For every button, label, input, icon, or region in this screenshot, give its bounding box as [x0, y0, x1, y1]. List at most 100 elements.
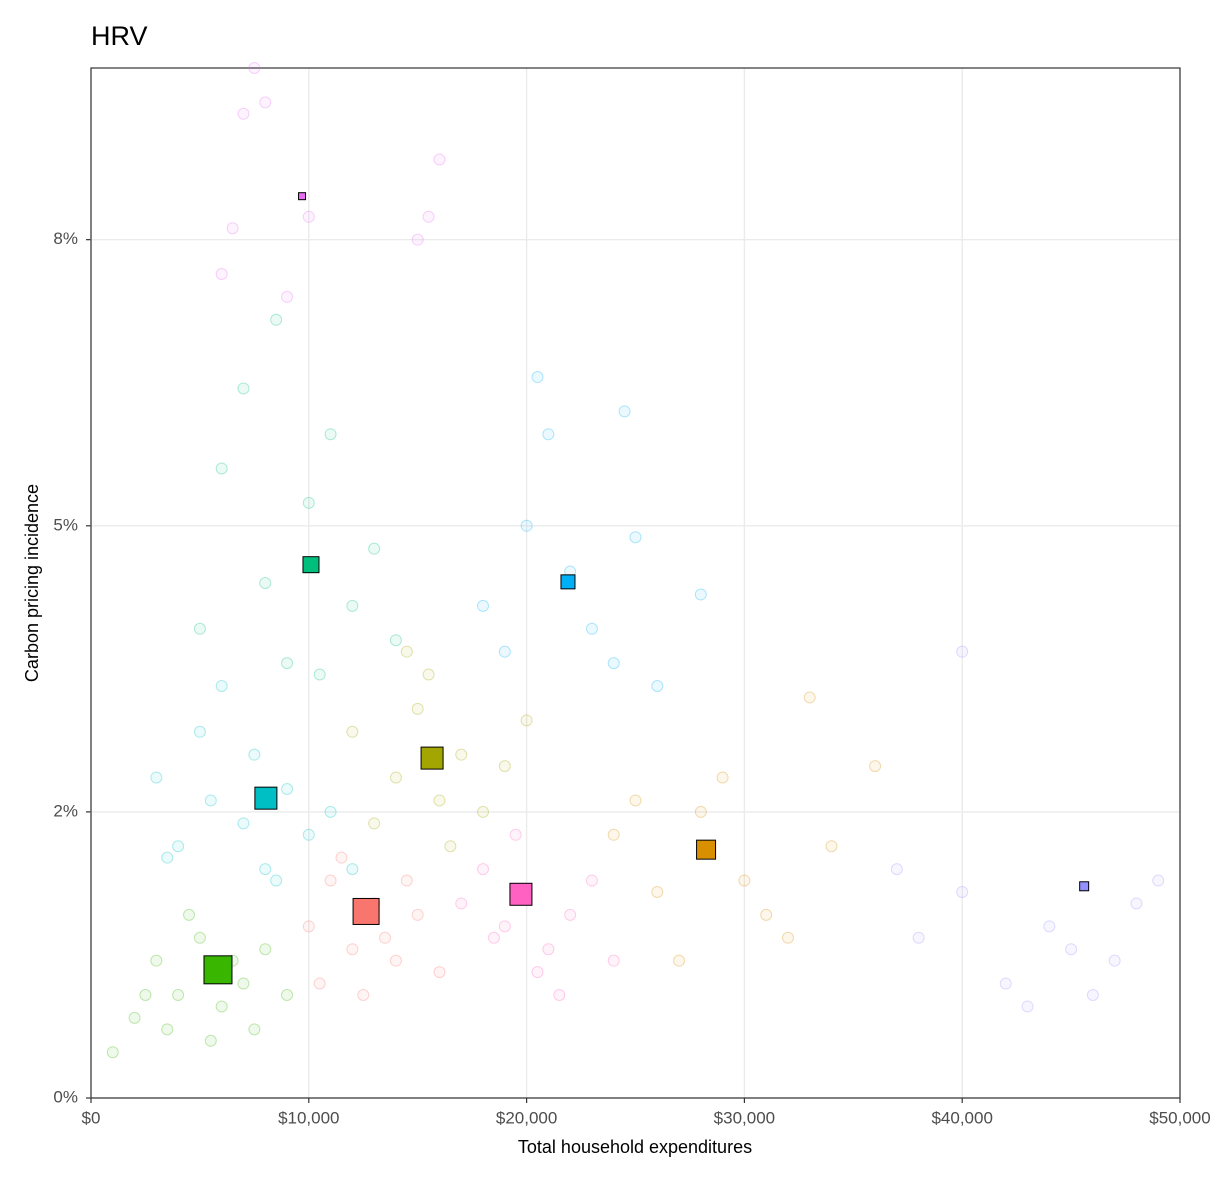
point: [629, 531, 642, 544]
point: [193, 622, 206, 635]
point: [400, 874, 413, 887]
point: [553, 989, 566, 1001]
point: [172, 989, 185, 1001]
point: [694, 588, 707, 601]
centroid: [1079, 881, 1090, 892]
chart-title: HRV: [91, 21, 148, 51]
centroid: [509, 882, 533, 906]
point: [564, 908, 577, 921]
point: [346, 599, 359, 612]
point: [520, 519, 533, 532]
point: [498, 645, 511, 658]
point: [172, 840, 185, 853]
point: [433, 966, 446, 979]
point: [237, 817, 250, 830]
point: [869, 760, 882, 773]
point: [1043, 920, 1056, 933]
point: [150, 954, 163, 967]
point: [215, 268, 228, 280]
point: [1065, 943, 1078, 956]
point: [313, 668, 326, 681]
point: [248, 62, 261, 74]
point: [248, 1023, 261, 1036]
point: [215, 462, 228, 475]
point: [346, 725, 359, 738]
point: [237, 382, 250, 395]
point: [781, 931, 794, 944]
x-tick-label: $0: [82, 1108, 101, 1127]
point: [694, 805, 707, 818]
point: [509, 828, 522, 841]
point: [803, 691, 816, 704]
y-tick-label: 8%: [53, 229, 78, 248]
point: [150, 771, 163, 784]
point: [433, 153, 446, 166]
point: [215, 680, 228, 692]
point: [411, 702, 424, 715]
point: [237, 107, 250, 120]
point: [302, 496, 315, 509]
point: [487, 931, 500, 944]
point: [411, 908, 424, 921]
x-tick-label: $20,000: [496, 1108, 557, 1127]
point: [444, 840, 457, 853]
point: [270, 874, 283, 887]
point: [999, 977, 1012, 990]
point: [226, 222, 239, 235]
point: [542, 428, 555, 441]
point: [161, 1023, 174, 1036]
point: [673, 954, 686, 967]
point: [585, 874, 598, 887]
point: [324, 874, 337, 887]
point: [193, 931, 206, 944]
point: [531, 966, 544, 979]
point: [324, 805, 337, 818]
point: [183, 908, 196, 921]
point: [346, 943, 359, 956]
centroid: [560, 574, 576, 590]
point: [607, 828, 620, 841]
point: [760, 908, 773, 921]
point: [106, 1046, 119, 1059]
point: [270, 313, 283, 326]
x-tick-label: $40,000: [931, 1108, 992, 1127]
point: [281, 290, 294, 303]
point: [281, 657, 294, 670]
point: [531, 371, 544, 383]
point: [651, 680, 664, 692]
plot-border: [90, 67, 1181, 1099]
point: [237, 977, 250, 990]
point: [912, 931, 925, 944]
point: [890, 863, 903, 876]
point: [357, 989, 370, 1001]
point: [389, 771, 402, 784]
point: [1086, 989, 1099, 1001]
point: [411, 233, 424, 246]
centroid: [696, 839, 717, 860]
centroid: [254, 786, 278, 810]
point: [1130, 897, 1143, 910]
point: [389, 954, 402, 967]
point: [651, 886, 664, 898]
point: [302, 210, 315, 223]
point: [956, 886, 969, 898]
point: [302, 828, 315, 841]
x-tick-label: $10,000: [278, 1108, 339, 1127]
point: [477, 863, 490, 876]
point: [204, 1034, 217, 1047]
point: [956, 645, 969, 658]
point: [248, 748, 261, 761]
point: [259, 943, 272, 956]
point: [302, 920, 315, 933]
point: [1152, 874, 1165, 887]
point: [161, 851, 174, 864]
point: [498, 760, 511, 773]
point: [259, 577, 272, 589]
point: [618, 405, 631, 418]
centroid: [420, 746, 444, 770]
point: [520, 714, 533, 727]
centroid: [302, 556, 320, 574]
y-tick-label: 5%: [53, 515, 78, 534]
y-axis-title: Carbon pricing incidence: [22, 484, 42, 682]
